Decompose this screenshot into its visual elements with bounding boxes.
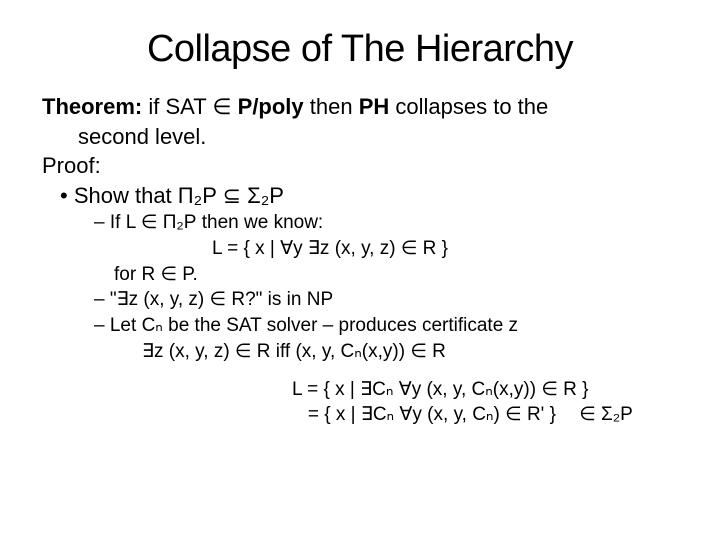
slide-title: Collapse of The Hierarchy [42, 28, 678, 71]
slide-body: Theorem: if SAT ∈ P/poly then PH collaps… [42, 93, 678, 427]
forr-r: R [141, 264, 160, 285]
theorem-label: Theorem: [42, 94, 142, 119]
theorem-text-2: then [304, 94, 359, 119]
sub-list: If L ∈ Π₂P then we know: L = { x | ∀y ∃z… [42, 211, 678, 427]
forr-p: P. [177, 264, 198, 285]
theorem-ph: PH [359, 94, 390, 119]
forr-in: ∈ [160, 264, 177, 285]
theorem-text-1: if [142, 94, 165, 119]
ifl-post: then we know: [196, 212, 323, 233]
theorem-line-2: second level. [42, 123, 678, 151]
np-line: "∃z (x, y, z) ∈ R?" is in NP [42, 288, 678, 312]
final2-lhs: = { x | ∃Cₙ ∀y (x, y, Cₙ) ∈ R' } [292, 404, 556, 425]
theorem-sat: SAT [165, 94, 212, 119]
theorem-text-3: collapses to the [389, 94, 548, 119]
show-subset: ⊆ [223, 183, 241, 208]
iff-lhs: ∃z (x, y, z) ∈ R [142, 341, 270, 362]
let-cn-line: Let Cₙ be the SAT solver – produces cert… [42, 314, 678, 338]
show-sigma2p: Σ₂P [241, 183, 284, 208]
show-pre: Show that [74, 183, 178, 208]
show-line: Show that Π₂P ⊆ Σ₂P [42, 182, 678, 210]
np-q2: ?" is in NP [245, 289, 333, 310]
iff-word: iff [270, 341, 295, 362]
ifl-in: ∈ [141, 212, 163, 233]
final-line-1: L = { x | ∃Cₙ ∀y (x, y, Cₙ(x,y)) ∈ R } [292, 378, 678, 402]
iff-rhs: (x, y, Cₙ(x,y)) ∈ R [295, 341, 445, 362]
show-pi2p: Π₂P [178, 183, 223, 208]
ifl-pre: If L [110, 212, 141, 233]
np-q1: " [110, 289, 117, 310]
forr-pre: for [114, 264, 141, 285]
iff-line: ∃z (x, y, z) ∈ R iff (x, y, Cₙ(x,y)) ∈ R [42, 340, 678, 364]
letcn-pre: Let [110, 315, 142, 336]
final2-sigma: Σ₂P [601, 404, 633, 425]
proof-label: Proof: [42, 152, 678, 180]
np-body: z (x, y, z) ∈ R [129, 289, 245, 310]
ifl-pi2p: Π₂P [163, 212, 197, 233]
np-exists: ∃ [117, 289, 129, 310]
theorem-in: ∈ [212, 94, 231, 119]
final2-rhs: ∈ Σ₂P [579, 403, 633, 427]
slide: Collapse of The Hierarchy Theorem: if SA… [0, 0, 720, 540]
final-block: L = { x | ∃Cₙ ∀y (x, y, Cₙ(x,y)) ∈ R } =… [42, 378, 678, 428]
theorem-ppoly: P/poly [232, 94, 304, 119]
letcn-mid: be the SAT solver – produces certificate… [163, 315, 518, 336]
final-line-2: = { x | ∃Cₙ ∀y (x, y, Cₙ) ∈ R' } ∈ Σ₂P [292, 403, 678, 427]
final2-in: ∈ [579, 404, 601, 425]
sub-if-l: If L ∈ Π₂P then we know: [42, 211, 678, 235]
l-definition: L = { x | ∀y ∃z (x, y, z) ∈ R } [42, 237, 678, 261]
for-r-line: for R ∈ P. [42, 263, 678, 287]
theorem-line-1: Theorem: if SAT ∈ P/poly then PH collaps… [42, 93, 678, 121]
letcn-cn: Cₙ [142, 315, 163, 336]
